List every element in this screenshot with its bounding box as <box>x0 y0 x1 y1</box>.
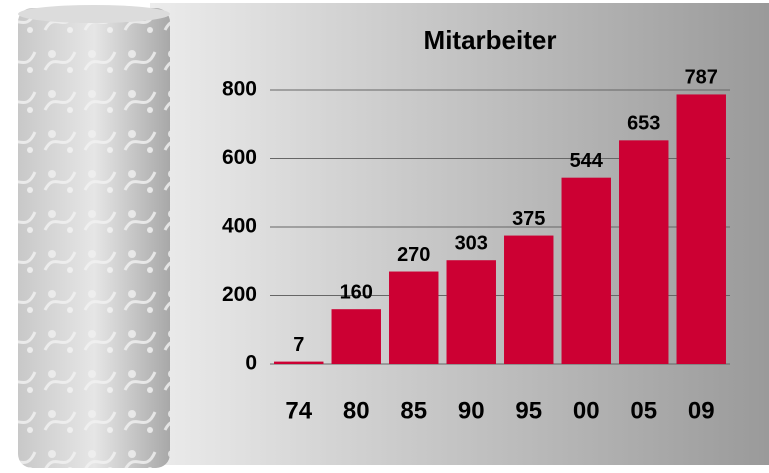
y-tick-label: 800 <box>222 78 257 101</box>
bar <box>389 271 439 364</box>
value-label: 160 <box>340 281 373 303</box>
y-tick-label: 0 <box>245 352 257 375</box>
value-label: 303 <box>455 233 488 255</box>
x-tick-label: 00 <box>573 397 600 424</box>
bar <box>619 140 669 364</box>
roll-pattern <box>18 8 170 468</box>
bar <box>446 260 496 364</box>
chart-title: Mitarbeiter <box>424 25 557 55</box>
y-tick-label: 600 <box>222 146 257 169</box>
value-label: 544 <box>570 150 604 172</box>
x-tick-label: 74 <box>285 397 312 424</box>
bar <box>274 361 324 364</box>
value-label: 7 <box>293 334 304 356</box>
x-tick-label: 85 <box>400 397 427 424</box>
x-tick-label: 95 <box>515 397 542 424</box>
x-tick-label: 09 <box>688 397 715 424</box>
value-label: 653 <box>627 113 660 135</box>
roll-top <box>18 5 170 23</box>
bar <box>676 94 726 364</box>
bar <box>561 177 611 364</box>
bar <box>331 309 381 364</box>
x-tick-label: 80 <box>343 397 370 424</box>
value-label: 375 <box>512 208 545 230</box>
bar <box>504 235 554 364</box>
value-label: 787 <box>685 67 718 89</box>
x-tick-label: 90 <box>458 397 485 424</box>
x-tick-label: 05 <box>630 397 657 424</box>
value-label: 270 <box>397 244 430 266</box>
y-tick-label: 400 <box>222 215 257 238</box>
y-tick-label: 200 <box>222 283 257 306</box>
